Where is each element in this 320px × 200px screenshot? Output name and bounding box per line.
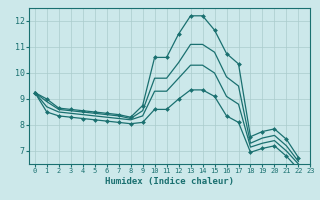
X-axis label: Humidex (Indice chaleur): Humidex (Indice chaleur): [105, 177, 234, 186]
